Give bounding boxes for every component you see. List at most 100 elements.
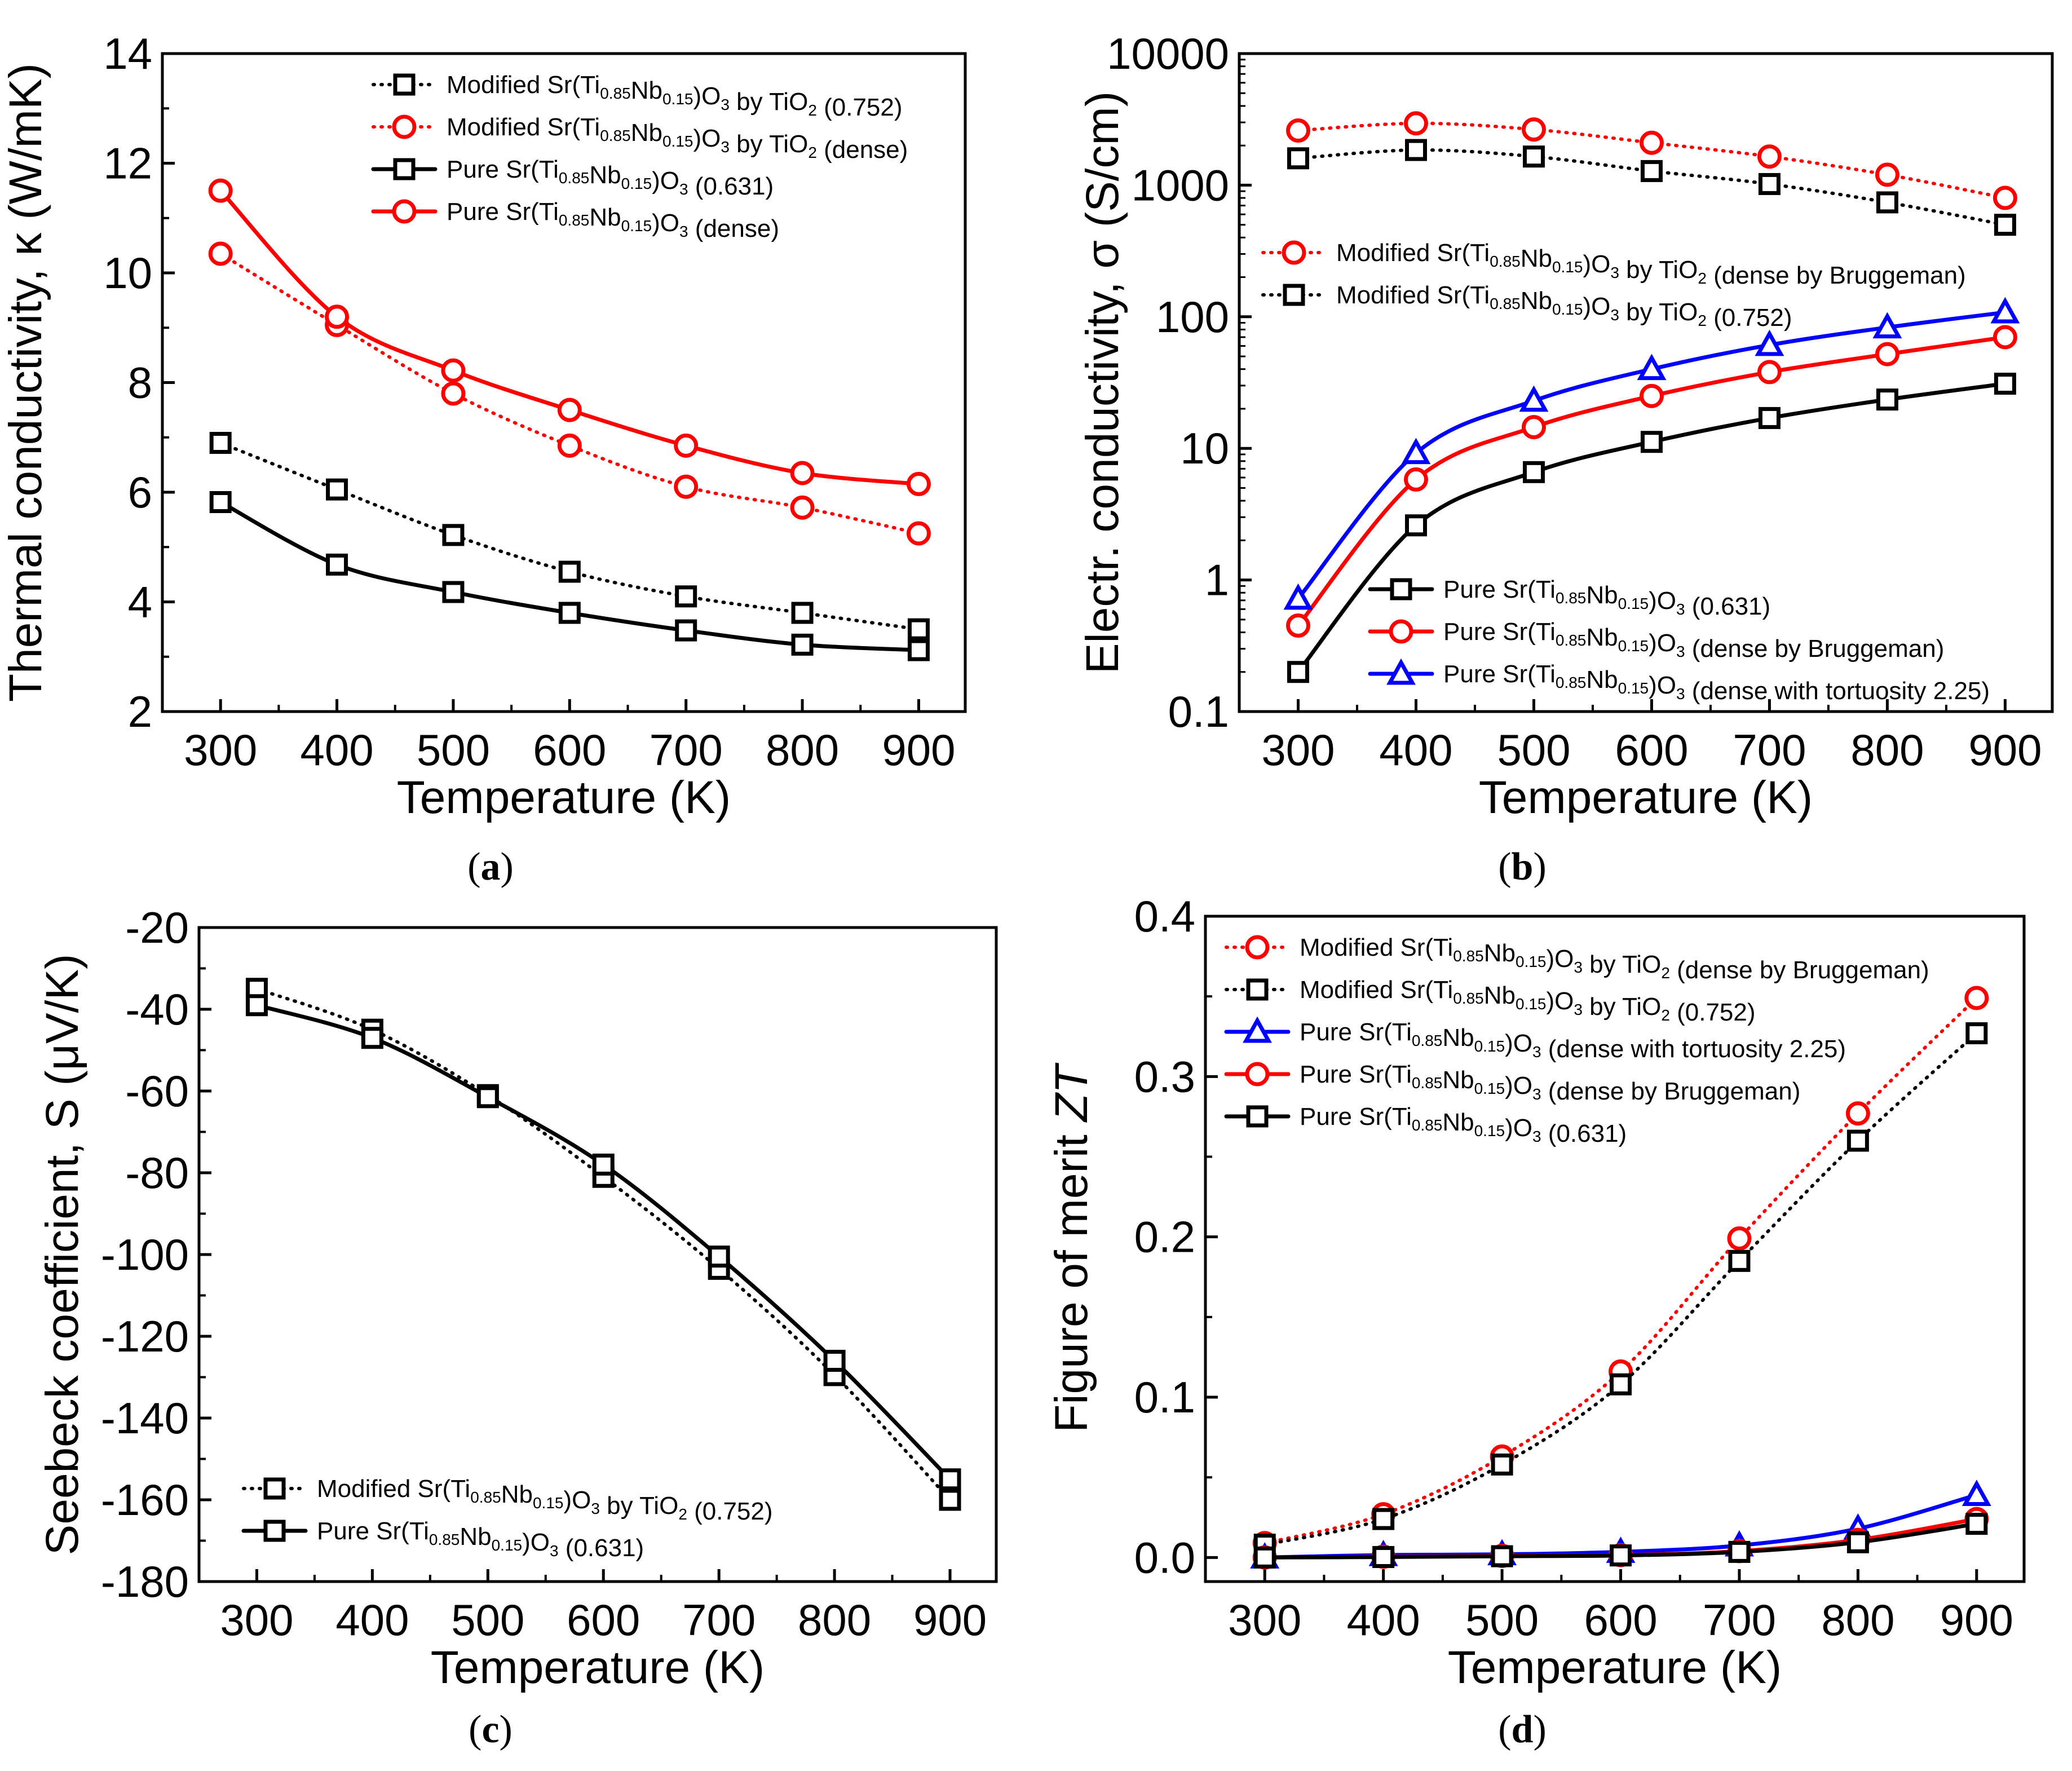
panel-d: 300 400 500 600 700 800 900 0.0 0.1 0.2 0.3 0.4 Temp… [1046, 891, 2026, 1751]
legend-marker [1245, 935, 1270, 960]
data-point [326, 478, 348, 501]
data-point [675, 619, 697, 642]
y-tick-label: 6 [128, 467, 152, 517]
data-point [1758, 173, 1781, 195]
data-point [1757, 360, 1782, 385]
data-point [442, 581, 465, 603]
data-point [1846, 1129, 1869, 1152]
data-point [361, 1027, 383, 1049]
legend-label: Pure Sr(Ti0.85Nb0.15)O3 (dense by Brugge… [1300, 1061, 1800, 1105]
y-tick-label: 1000 [1131, 160, 1229, 210]
x-tick-label: 600 [1584, 1595, 1657, 1645]
plot-frame [1238, 52, 2054, 713]
x-tick-label: 400 [1347, 1595, 1420, 1645]
y-tick-label: -120 [101, 1311, 189, 1361]
data-point [675, 585, 697, 608]
data-point [1640, 431, 1663, 453]
data-point [1846, 1531, 1869, 1553]
y-axis-title: Thermal conductivity, κ (W/mK) [0, 63, 51, 702]
legend-marker [393, 73, 416, 96]
y-tick-label: 0.2 [1134, 1212, 1195, 1262]
data-point [1610, 1373, 1632, 1395]
panel-label: (c) [469, 1708, 513, 1751]
legend-marker [392, 199, 417, 224]
y-tick-label: -20 [125, 903, 189, 952]
series-4 [1253, 1513, 1988, 1569]
data-point [1872, 312, 1902, 339]
data-point [1876, 388, 1898, 411]
series-3 [208, 178, 931, 496]
data-point [1285, 118, 1310, 143]
legend-marker [1283, 284, 1305, 306]
x-axis-title: Temperature (K) [1479, 772, 1813, 823]
plot-frame [1204, 915, 2026, 1583]
legend-label: Pure Sr(Ti0.85Nb0.15)O3 (dense) [447, 198, 779, 242]
data-point [476, 1086, 499, 1108]
data-point [1994, 214, 2016, 236]
x-tick-label: 400 [1379, 725, 1452, 775]
data-point [245, 994, 268, 1017]
x-tick-label: 400 [335, 1595, 409, 1645]
data-point [790, 495, 815, 520]
data-point [1994, 373, 2016, 395]
y-tick-label: -140 [101, 1393, 189, 1443]
data-point [1964, 986, 1989, 1010]
legend-marker [1386, 658, 1416, 685]
y-tick-label: 2 [128, 687, 152, 736]
data-point [1637, 354, 1667, 381]
data-point [1755, 329, 1784, 356]
panel-label: (b) [1498, 845, 1547, 889]
panel-c: 300 400 500 600 700 800 900 -180 -160 -140 -120 -10… [37, 903, 998, 1751]
y-axis-title: Seebeck coefficient, S (μV/K) [37, 954, 88, 1556]
data-point [1491, 1545, 1513, 1567]
legend-marker [263, 1477, 286, 1500]
data-point [939, 1489, 961, 1511]
data-point [907, 618, 930, 641]
legend-label: Modified Sr(Ti0.85Nb0.15)O3 by TiO2 (den… [1300, 934, 1929, 984]
legend-label: Pure Sr(Ti0.85Nb0.15)O3 (dense with tort… [1443, 660, 1990, 705]
data-point [1522, 145, 1545, 168]
data-point [208, 241, 233, 266]
y-tick-label: 8 [128, 358, 152, 408]
x-tick-label: 800 [1821, 1595, 1894, 1645]
legend-label: Modified Sr(Ti0.85Nb0.15)O3 by TiO2 (den… [1336, 239, 1966, 289]
legend-marker [1245, 1062, 1270, 1087]
data-point [1401, 438, 1431, 465]
data-point [1875, 162, 1899, 187]
data-point [209, 491, 232, 514]
y-tick-label: 1 [1205, 555, 1229, 605]
legend-label: Pure Sr(Ti0.85Nb0.15)O3 (dense by Brugge… [1443, 618, 1944, 663]
x-tick-label: 900 [913, 1595, 987, 1645]
data-point [823, 1350, 846, 1372]
x-tick-label: 700 [1733, 725, 1806, 775]
x-tick-label: 700 [1703, 1595, 1776, 1645]
data-point [1961, 1479, 1991, 1506]
legend: Modified Sr(Ti0.85Nb0.15)O3 by TiO2 (den… [1224, 934, 1929, 1147]
series-line [255, 1003, 952, 1482]
x-tick-label: 500 [451, 1595, 524, 1645]
legend: Modified Sr(Ti0.85Nb0.15)O3 by TiO2 (0.7… [241, 1475, 773, 1562]
x-tick-label: 300 [184, 725, 257, 775]
data-point [1491, 1453, 1513, 1476]
legend-marker [1243, 1016, 1272, 1043]
legend-label: Pure Sr(Ti0.85Nb0.15)O3 (0.631) [317, 1517, 644, 1562]
x-tick-label: 600 [567, 1595, 640, 1645]
series-4 [1283, 297, 2020, 610]
data-point [1522, 461, 1545, 483]
data-point [1403, 111, 1428, 136]
legend-marker [263, 1520, 286, 1542]
x-tick-label: 600 [1615, 725, 1688, 775]
series-0 [1285, 111, 2017, 210]
series-2 [1287, 373, 2016, 683]
y-axis-title: Electr. conductivity, σ (S/cm) [1077, 91, 1128, 674]
data-point [208, 178, 233, 203]
data-point [674, 474, 699, 499]
data-point [1253, 1546, 1276, 1569]
legend: Modified Sr(Ti0.85Nb0.15)O3 by TiO2 (0.7… [371, 71, 908, 242]
legend-marker [1246, 978, 1269, 1001]
data-point [1728, 1540, 1751, 1563]
data-point [1519, 385, 1549, 412]
data-point [1758, 407, 1781, 429]
data-point [1876, 191, 1898, 214]
